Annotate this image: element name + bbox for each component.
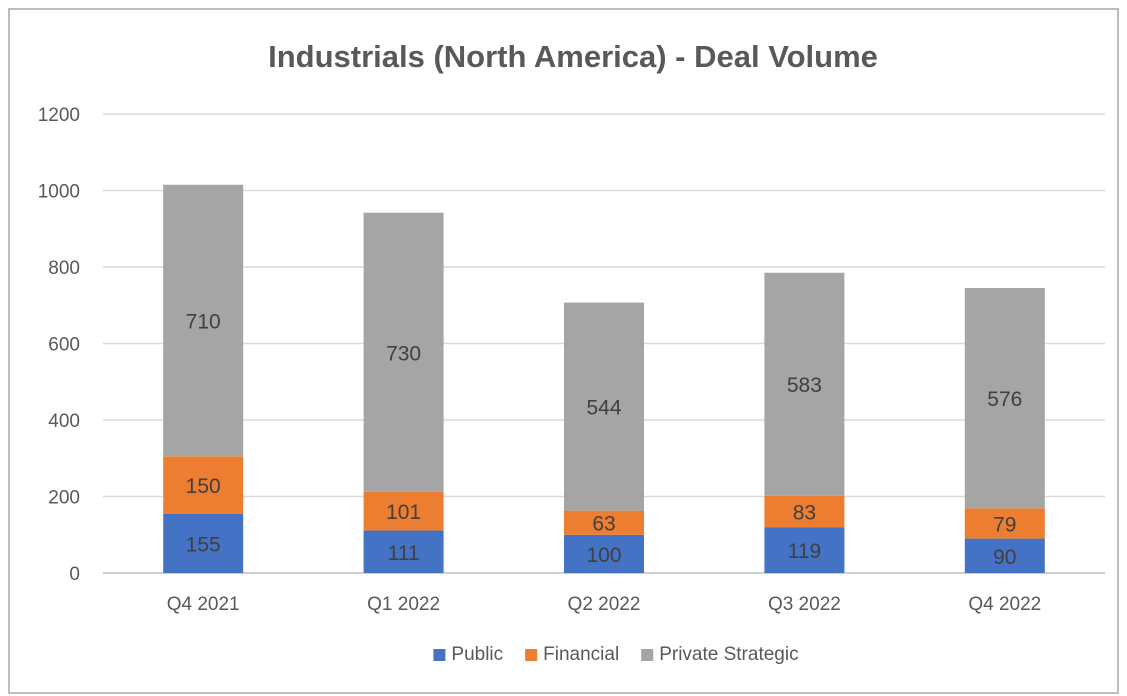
bars [163,184,1045,573]
legend-label: Public [451,644,503,665]
bar-financial [163,456,244,514]
legend-swatch [525,649,538,661]
data-label: 63 [592,513,615,536]
data-labels: 155 150 710 111 101 730 100 63 544 119 83 583 90 79 57… [186,311,1023,569]
bar-financial [363,491,444,531]
chart: Industrials (North America) - Deal Volum… [38,39,1105,665]
data-label: 83 [793,502,816,525]
y-tick-label: 1000 [38,182,80,203]
data-label: 150 [186,475,221,498]
data-label: 155 [186,533,221,556]
bar-public [564,534,644,573]
y-tick-label: 0 [69,564,80,585]
bar-private-strategic [163,184,244,457]
y-axis-ticks: 0 200 400 600 800 1000 1200 [38,105,80,585]
y-tick-label: 400 [48,411,80,432]
bar-private-strategic [363,212,444,492]
bar-public [964,538,1045,573]
bar-financial [964,508,1045,539]
bar-financial [564,510,644,535]
y-tick-label: 200 [48,488,80,509]
bar-public [764,527,845,573]
data-label: 100 [586,544,621,567]
data-label: 111 [388,542,420,565]
data-label: 576 [987,388,1022,411]
chart-title: Industrials (North America) - Deal Volum… [268,39,878,74]
data-label: 79 [993,513,1016,536]
data-label: 710 [186,311,221,334]
x-tick-label: Q1 2022 [367,594,440,615]
legend-label: Financial [543,644,619,665]
bar-public [363,530,444,573]
legend-label: Private Strategic [659,644,798,665]
data-label: 583 [787,374,822,397]
x-tick-label: Q2 2022 [568,594,641,615]
x-tick-label: Q4 2022 [968,594,1041,615]
y-tick-label: 1200 [38,105,80,126]
data-label: 544 [586,397,621,420]
data-label: 101 [386,501,421,524]
bar-private-strategic [764,272,845,496]
x-tick-label: Q3 2022 [768,594,841,615]
data-label: 90 [993,546,1016,569]
data-label: 730 [386,342,421,365]
y-tick-label: 800 [48,258,80,279]
bar-financial [764,495,845,528]
chart-frame: Industrials (North America) - Deal Volum… [8,8,1119,694]
legend: Public Financial Private Strategic [433,644,799,665]
legend-swatch [433,649,446,661]
y-tick-label: 600 [48,335,80,356]
legend-swatch [641,649,654,661]
bar-public [163,513,244,573]
data-label: 119 [788,540,821,563]
bar-private-strategic [564,302,644,511]
bar-private-strategic [964,288,1045,509]
x-axis-ticks: Q4 2021 Q1 2022 Q2 2022 Q3 2022 Q4 2022 [167,594,1042,615]
x-tick-label: Q4 2021 [167,594,240,615]
